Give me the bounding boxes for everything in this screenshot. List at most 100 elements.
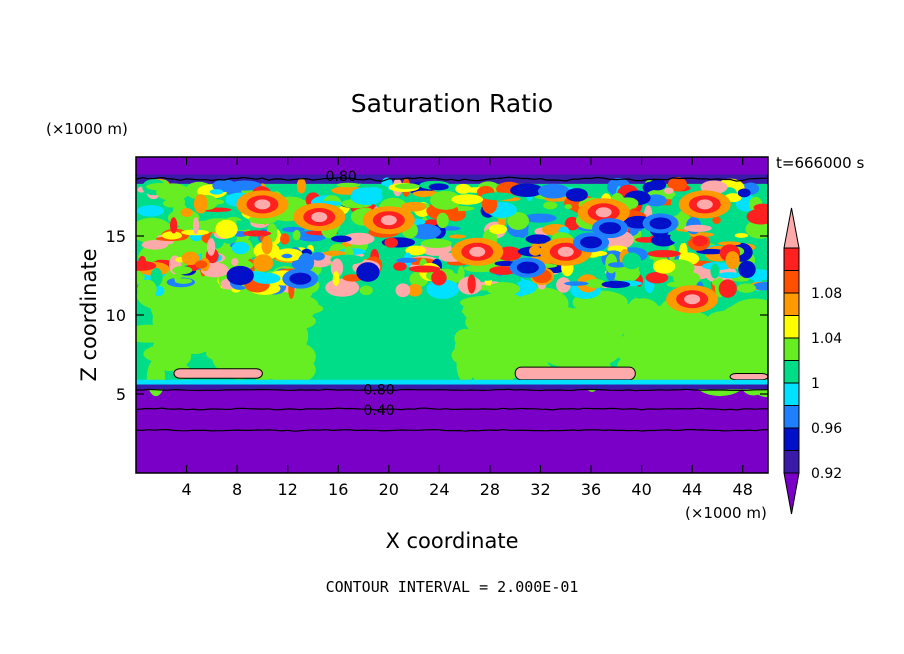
x-tick-label: 32 (530, 480, 550, 499)
field-pocket (649, 217, 672, 230)
field-cell (529, 245, 542, 256)
field-core (469, 246, 486, 257)
field-cell (525, 234, 551, 244)
field-cell (710, 263, 720, 279)
field-cell (455, 183, 472, 194)
field-cell (382, 252, 389, 258)
field-cell (172, 266, 193, 275)
field-cell (663, 187, 674, 194)
field-cell (564, 281, 589, 286)
field-cell (393, 261, 407, 271)
field-cell (169, 217, 178, 234)
colorbar-top-triangle (783, 207, 800, 249)
field-cell (670, 195, 682, 215)
field-cell (408, 265, 441, 273)
colorbar-box (783, 427, 800, 451)
field-cell (206, 238, 216, 256)
field-cell (152, 305, 170, 336)
field-cell (752, 282, 768, 291)
field-cell (242, 230, 272, 237)
field-cell (261, 235, 273, 255)
colorbar-box (783, 247, 800, 271)
field-cell (451, 341, 511, 369)
field-cell (718, 279, 737, 298)
cloud-base-lens (729, 372, 768, 381)
x-tick-label: 44 (682, 480, 702, 499)
field-cell (523, 213, 557, 223)
field-cell (405, 196, 428, 203)
field-cell (181, 251, 200, 266)
field-cell (212, 179, 237, 192)
field-cell (394, 183, 420, 190)
field-cell (481, 192, 515, 201)
field-cell (428, 183, 449, 191)
field-cell (651, 234, 676, 247)
field-cell (725, 251, 740, 269)
colorbar-box (783, 270, 800, 294)
field-cell (601, 280, 631, 289)
contour-lines (136, 176, 768, 432)
field-cell (467, 274, 476, 294)
y-tick-label: 10 (106, 306, 126, 325)
x-unit-label: (×1000 m) (685, 504, 767, 522)
field-cell (194, 260, 208, 269)
x-tick-label: 40 (631, 480, 651, 499)
colorbar-tick-label: 1.04 (811, 331, 842, 347)
colorbar-tick-label: 1.08 (811, 286, 842, 302)
field-cell (461, 304, 511, 319)
field-cell (658, 313, 677, 344)
time-label: t=666000 s (776, 154, 864, 172)
y-tick-label: 5 (116, 385, 126, 404)
field-core (557, 246, 574, 257)
cloud-base-edge (136, 379, 768, 387)
field-cell (488, 224, 508, 235)
field-cell (141, 239, 168, 250)
field-cell (683, 224, 712, 232)
field-cell (545, 324, 572, 362)
field-cell (136, 205, 165, 217)
field-cell (696, 248, 726, 255)
field-cell (734, 233, 749, 238)
field-cell (145, 183, 177, 191)
field-cell (173, 272, 182, 282)
field-cell (395, 283, 411, 298)
lower-dry-layer (136, 386, 768, 473)
y-tick-label: 15 (106, 227, 126, 246)
field-cell (209, 189, 224, 195)
field-cell (746, 208, 768, 225)
field-cell (405, 245, 427, 256)
field-cell (436, 212, 449, 229)
field-cell (667, 177, 688, 192)
field-cell (608, 262, 628, 268)
colorbar-box (783, 382, 800, 406)
x-axis-label: X coordinate (385, 529, 518, 553)
x-tick-label: 28 (480, 480, 500, 499)
field-cell (648, 179, 667, 191)
field-cell (426, 279, 460, 300)
contour-0.80-lower (136, 388, 768, 392)
colorbar-box (783, 405, 800, 429)
field-cell (332, 271, 340, 287)
contour-0.80-upper (136, 176, 768, 182)
field-cell (556, 277, 571, 293)
field-cell (736, 283, 757, 293)
field-pocket (580, 236, 603, 249)
field-cell (161, 231, 182, 240)
field-cell (543, 201, 558, 210)
field-cell (645, 194, 667, 207)
field-cell (712, 216, 721, 224)
field-cell (737, 188, 751, 198)
y-axis-ticks: 5 10 15 (106, 227, 768, 404)
field-cell (624, 298, 662, 334)
contour-label: 0.80 (364, 382, 395, 398)
field-cell (311, 251, 325, 261)
field-core (696, 199, 713, 210)
field-cell (679, 242, 688, 261)
field-cell (211, 199, 225, 205)
field-cell (407, 283, 423, 297)
field-cell (463, 264, 497, 273)
field-cell (193, 194, 208, 214)
cloud-base-lens (514, 366, 636, 381)
saturation-field (136, 157, 768, 473)
field-cell (384, 237, 398, 248)
